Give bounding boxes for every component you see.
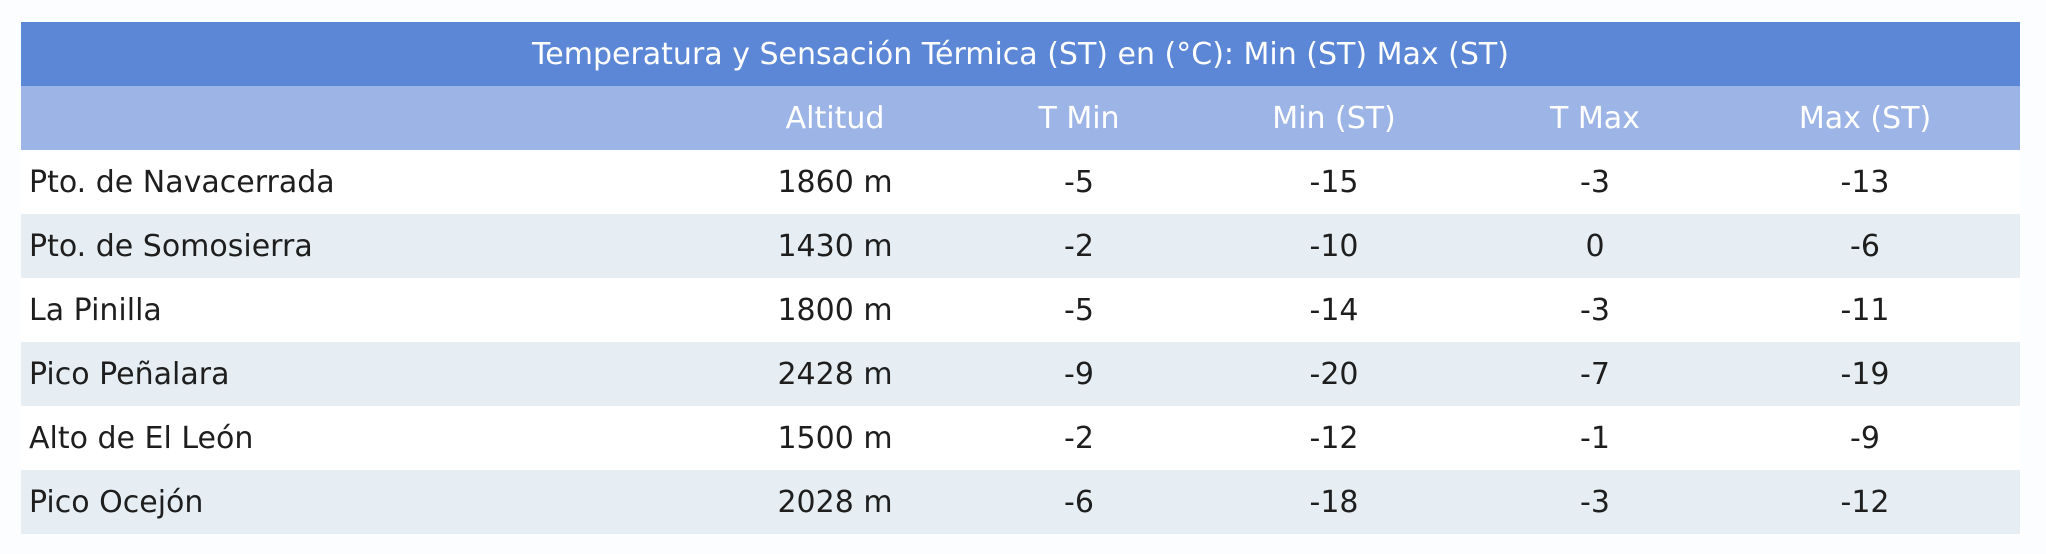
table-row: Alto de El León 1500 m -2 -12 -1 -9 — [21, 406, 2020, 470]
table-cell: -9 — [1064, 356, 1094, 392]
table-row: La Pinilla 1800 m -5 -14 -3 -11 — [21, 278, 2020, 342]
table-cell: -15 — [1309, 164, 1359, 200]
station-name: Pico Peñalara — [29, 356, 230, 392]
header-cell: Min (ST) — [1272, 100, 1396, 136]
table-row: Pico Ocejón 2028 m -6 -18 -3 -12 — [21, 470, 2020, 534]
table-cell: 1800 m — [777, 292, 893, 328]
table-cell: -10 — [1309, 228, 1359, 264]
table-cell: -3 — [1580, 164, 1610, 200]
table-cell: 0 — [1585, 228, 1605, 264]
table-cell: -13 — [1840, 164, 1890, 200]
station-name: Alto de El León — [29, 420, 254, 456]
station-name: La Pinilla — [29, 292, 162, 328]
table-cell: 1500 m — [777, 420, 893, 456]
table-cell: 1860 m — [777, 164, 893, 200]
table-cell: -1 — [1580, 420, 1610, 456]
station-name: Pico Ocejón — [29, 484, 204, 520]
table-cell: -5 — [1064, 292, 1094, 328]
table-cell: 2428 m — [777, 356, 893, 392]
table-cell: -9 — [1850, 420, 1880, 456]
table-title: Temperatura y Sensación Térmica (ST) en … — [21, 22, 2020, 86]
station-name: Pto. de Somosierra — [29, 228, 313, 264]
table: Temperatura y Sensación Térmica (ST) en … — [21, 22, 2020, 534]
table-cell: -6 — [1850, 228, 1880, 264]
table-cell: 2028 m — [777, 484, 893, 520]
table-row: Pto. de Navacerrada 1860 m -5 -15 -3 -13 — [21, 150, 2020, 214]
table-cell: -18 — [1309, 484, 1359, 520]
table-cell: -14 — [1309, 292, 1359, 328]
table-cell: -2 — [1064, 420, 1094, 456]
header-cell: Altitud — [785, 100, 885, 136]
table-cell: -19 — [1840, 356, 1890, 392]
table-cell: -11 — [1840, 292, 1890, 328]
table-cell: -3 — [1580, 292, 1610, 328]
table-cell: -12 — [1309, 420, 1359, 456]
table-cell: -12 — [1840, 484, 1890, 520]
table-row: Pto. de Somosierra 1430 m -2 -10 0 -6 — [21, 214, 2020, 278]
header-cell: Max (ST) — [1798, 100, 1932, 136]
table-cell: 1430 m — [777, 228, 893, 264]
header-row: Altitud T Min Min (ST) T Max Max (ST) — [21, 86, 2020, 150]
table-cell: -3 — [1580, 484, 1610, 520]
table-cell: -5 — [1064, 164, 1094, 200]
station-name: Pto. de Navacerrada — [29, 164, 335, 200]
table-cell: -2 — [1064, 228, 1094, 264]
header-cell: T Max — [1550, 100, 1640, 136]
header-cell: T Min — [1038, 100, 1120, 136]
table-cell: -6 — [1064, 484, 1094, 520]
table-row: Pico Peñalara 2428 m -9 -20 -7 -19 — [21, 342, 2020, 406]
table-cell: -7 — [1580, 356, 1610, 392]
table-cell: -20 — [1309, 356, 1359, 392]
